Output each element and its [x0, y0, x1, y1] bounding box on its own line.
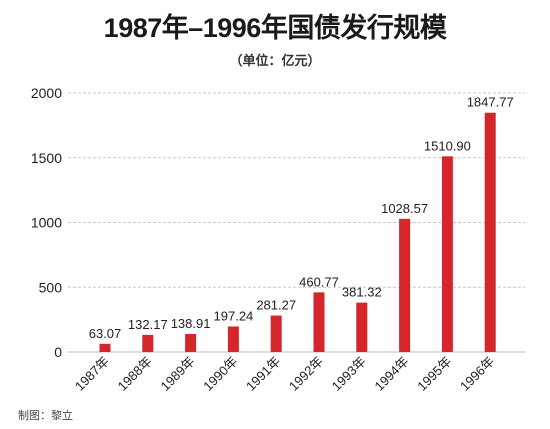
gridlines — [68, 92, 525, 353]
y-axis-ticks: 0 500 1000 1500 2000 — [31, 85, 62, 360]
x-tick-label: 1996年 — [457, 354, 497, 394]
y-tick-label: 0 — [54, 344, 62, 360]
bars — [99, 112, 496, 353]
x-tick-label: 1991年 — [243, 354, 283, 394]
x-tick-label: 1995年 — [414, 354, 454, 394]
data-labels: 63.07 132.17 138.91197.24281.27460.77381.3… — [89, 95, 514, 341]
y-tick-label: 1000 — [31, 215, 62, 231]
data-label: 381.32 — [342, 285, 382, 300]
x-tick-label: 1993年 — [329, 354, 369, 394]
bar — [484, 112, 496, 353]
chart-credit: 制图：黎立 — [18, 410, 73, 422]
bar — [356, 302, 368, 352]
data-label: 1028.57 — [381, 201, 428, 216]
bar — [270, 315, 282, 352]
bar — [441, 156, 453, 352]
y-tick-label: 1500 — [31, 150, 62, 166]
data-label: 63.07 — [89, 326, 122, 341]
bar — [399, 218, 411, 352]
bar — [227, 326, 239, 352]
x-tick-label: 1990年 — [200, 354, 240, 394]
data-label: 1847.77 — [467, 95, 514, 110]
data-label: 1510.90 — [424, 138, 471, 153]
chart-subtitle: （单位：亿元） — [229, 53, 321, 68]
bar — [142, 334, 154, 352]
data-label: 132.17 — [128, 317, 168, 332]
data-label: 138.91 — [171, 316, 211, 331]
data-label: 197.24 — [214, 308, 254, 323]
x-tick-label: 1994年 — [371, 354, 411, 394]
x-tick-label: 1992年 — [286, 354, 326, 394]
bar — [185, 334, 197, 352]
x-tick-label: 1987年 — [72, 354, 112, 394]
data-label: 460.77 — [299, 274, 339, 289]
bar — [313, 292, 325, 352]
x-axis-ticks: 1987年 1988年 1989年 1990年 1991年 1992年 1993年 1994年… — [72, 354, 497, 394]
x-tick-label: 1989年 — [157, 354, 197, 394]
data-label: 281.27 — [256, 298, 296, 313]
y-tick-label: 2000 — [31, 85, 62, 101]
x-tick-label: 1988年 — [115, 354, 155, 394]
bar — [99, 343, 111, 352]
chart-title: 1987年–1996年国债发行规模 — [103, 13, 447, 43]
y-tick-label: 500 — [39, 279, 63, 295]
